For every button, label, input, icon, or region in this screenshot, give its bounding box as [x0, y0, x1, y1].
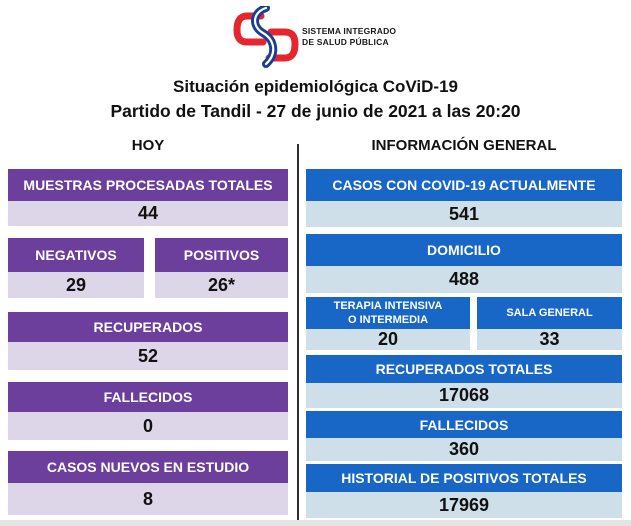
- historial-value: 17969: [306, 492, 622, 518]
- sisp-emblem-icon: [233, 6, 299, 68]
- negativos-header: NEGATIVOS: [8, 238, 144, 272]
- column-divider: [297, 144, 299, 520]
- sala-general-value: 33: [477, 329, 622, 350]
- logo-line2: DE SALUD PÚBLICA: [302, 37, 389, 47]
- positivos-value: 26*: [155, 272, 288, 298]
- fallecidos-totales-value: 360: [306, 438, 622, 461]
- recuperados-totales-value: 17068: [306, 383, 622, 408]
- terapia-header: TERAPIA INTENSIVA O INTERMEDIA: [306, 297, 470, 329]
- fallecidos-hoy-header: FALLECIDOS: [8, 382, 288, 412]
- recuperados-value: 52: [8, 342, 288, 370]
- terapia-label-line1: TERAPIA INTENSIVA: [333, 300, 443, 312]
- hoy-heading: HOY: [131, 137, 165, 154]
- casos-nuevos-value: 8: [8, 483, 288, 515]
- casos-nuevos-header: CASOS NUEVOS EN ESTUDIO: [8, 451, 288, 483]
- historial-header: HISTORIAL DE POSITIVOS TOTALES: [306, 464, 622, 492]
- terapia-label-line2: O INTERMEDIA: [347, 314, 429, 326]
- positivos-header: POSITIVOS: [155, 238, 288, 272]
- muestras-header: MUESTRAS PROCESADAS TOTALES: [8, 169, 288, 201]
- sisp-logo: SISTEMA INTEGRADO DE SALUD PÚBLICA: [233, 6, 403, 68]
- muestras-value: 44: [8, 201, 288, 226]
- domicilio-header: DOMICILIO: [306, 234, 622, 266]
- fallecidos-hoy-value: 0: [8, 412, 288, 440]
- sala-general-header: SALA GENERAL: [477, 297, 622, 329]
- fallecidos-totales-header: FALLECIDOS: [306, 411, 622, 438]
- recuperados-totales-header: RECUPERADOS TOTALES: [306, 355, 622, 383]
- recuperados-header: RECUPERADOS: [8, 312, 288, 342]
- terapia-value: 20: [306, 329, 470, 350]
- bottom-strip: [0, 520, 631, 526]
- page-subtitle: Partido de Tandil - 27 de junio de 2021 …: [110, 101, 521, 121]
- casos-actuales-header: CASOS CON COVID-19 ACTUALMENTE: [306, 169, 622, 201]
- logo-wordmark: SISTEMA INTEGRADO DE SALUD PÚBLICA: [302, 26, 396, 48]
- casos-actuales-value: 541: [306, 201, 622, 227]
- domicilio-value: 488: [306, 266, 622, 293]
- general-heading: INFORMACIÓN GENERAL: [371, 137, 557, 154]
- negativos-value: 29: [8, 272, 144, 298]
- page-title: Situación epidemiológica CoViD-19: [173, 77, 458, 96]
- logo-line1: SISTEMA INTEGRADO: [302, 26, 397, 36]
